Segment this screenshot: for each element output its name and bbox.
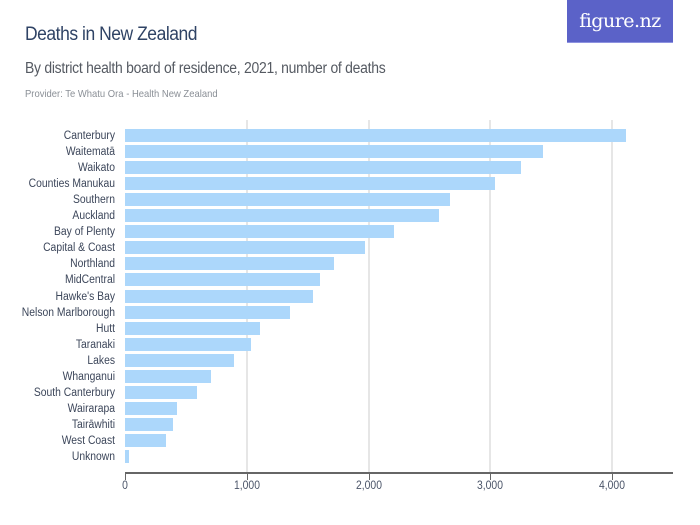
bar-row: Whanganui [0, 369, 700, 385]
bar-row: Northland [0, 256, 700, 272]
bar-row: Counties Manukau [0, 176, 700, 192]
axis-tick [612, 473, 614, 480]
bar-row: Unknown [0, 449, 700, 465]
bar-row: Lakes [0, 353, 700, 369]
bar-row: Waitematā [0, 144, 700, 160]
bar[interactable] [125, 289, 314, 303]
bar[interactable] [125, 273, 320, 287]
bar[interactable] [125, 450, 130, 463]
bar-row: Nelson Marlborough [0, 305, 700, 321]
bar[interactable] [125, 161, 521, 175]
category-label: Waitematā [65, 146, 115, 159]
category-label: Wairarapa [67, 402, 115, 415]
category-label: Lakes [87, 354, 115, 367]
bar-row: MidCentral [0, 272, 700, 288]
gridline [367, 120, 370, 473]
category-label: Nelson Marlborough [21, 306, 115, 319]
category-label: Southern [72, 194, 115, 207]
gridline [489, 120, 492, 473]
bar[interactable] [125, 369, 211, 383]
category-label: Taranaki [75, 338, 115, 351]
bar[interactable] [125, 337, 252, 351]
bar[interactable] [125, 209, 440, 223]
bar[interactable] [125, 433, 166, 447]
axis-tick-label: 3,000 [477, 480, 504, 492]
bar[interactable] [125, 177, 495, 191]
axis-tick [490, 473, 492, 480]
bar[interactable] [125, 385, 197, 399]
bar[interactable] [125, 305, 291, 319]
bar[interactable] [125, 401, 177, 415]
axis-tick-label: 0 [122, 480, 128, 492]
category-label: Northland [70, 258, 115, 271]
bar-row: Waikato [0, 160, 700, 176]
bar[interactable] [125, 417, 174, 431]
x-axis [125, 472, 673, 474]
category-label: Canterbury [63, 130, 115, 142]
category-label: Hutt [96, 322, 115, 335]
category-label: Auckland [72, 210, 115, 223]
bar-row: Taranaki [0, 337, 700, 353]
axis-tick-label: 1,000 [233, 480, 260, 492]
gridline [611, 120, 614, 473]
bar-row: Hawke's Bay [0, 289, 700, 305]
bar-row: Canterbury [0, 128, 700, 144]
figure-nz-logo[interactable]: figure.nz [567, 0, 673, 43]
bar-row: West Coast [0, 433, 700, 449]
bar[interactable] [125, 321, 260, 335]
category-label: Unknown [71, 451, 115, 463]
bar[interactable] [125, 193, 450, 207]
axis-tick-label: 4,000 [599, 480, 626, 492]
category-label: Tairāwhiti [71, 418, 115, 431]
bar[interactable] [125, 257, 335, 271]
axis-tick-label: 2,000 [355, 480, 382, 492]
category-label: Hawke's Bay [55, 290, 115, 303]
category-label: MidCentral [64, 274, 115, 287]
category-label: Waikato [77, 162, 115, 175]
axis-tick [246, 473, 248, 480]
bar-row: Bay of Plenty [0, 224, 700, 240]
bar[interactable] [125, 225, 395, 239]
bar[interactable] [125, 129, 626, 142]
category-label: West Coast [61, 434, 115, 447]
category-label: South Canterbury [33, 386, 115, 399]
bar-row: South Canterbury [0, 385, 700, 401]
axis-tick [368, 473, 370, 480]
category-label: Capital & Coast [43, 242, 115, 255]
axis-tick [125, 473, 126, 480]
bar-row: Auckland [0, 208, 700, 224]
bar-row: Hutt [0, 321, 700, 337]
bar[interactable] [125, 353, 234, 367]
bar-row: Capital & Coast [0, 240, 700, 256]
provider-note: Provider: Te Whatu Ora - Health New Zeal… [25, 88, 218, 100]
bar[interactable] [125, 241, 365, 255]
bar-row: Southern [0, 192, 700, 208]
chart-title: Deaths in New Zealand [25, 24, 198, 45]
chart-subtitle: By district health board of residence, 2… [25, 60, 386, 77]
category-label: Whanganui [62, 370, 115, 383]
category-label: Counties Manukau [28, 178, 115, 191]
bar[interactable] [125, 145, 544, 159]
bar-row: Tairāwhiti [0, 417, 700, 433]
bar-row: Wairarapa [0, 401, 700, 417]
category-label: Bay of Plenty [54, 226, 115, 239]
